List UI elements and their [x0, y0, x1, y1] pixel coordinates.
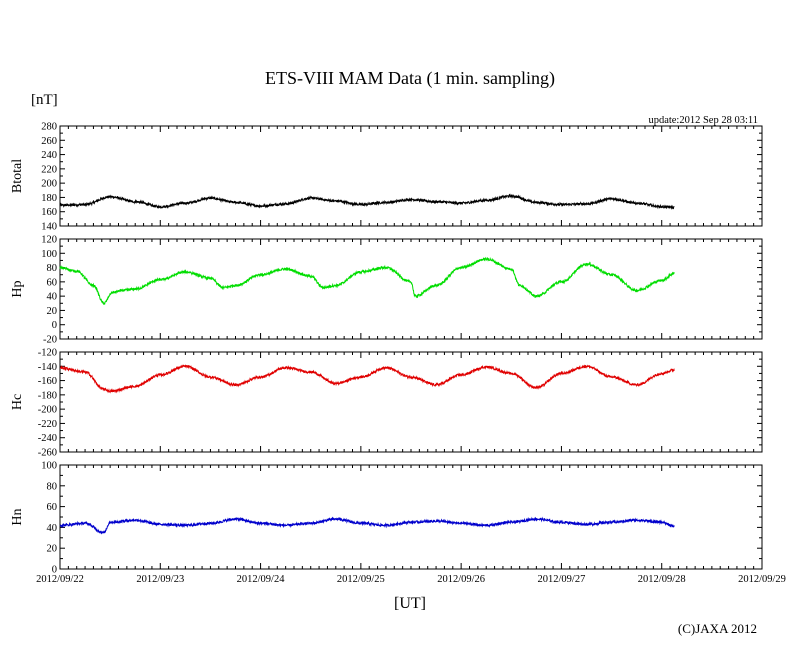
y-tick-label: -20	[43, 335, 57, 346]
y-tick-label: 140	[41, 222, 57, 233]
x-tick-label: 2012/09/25	[337, 574, 385, 585]
x-tick-label: 2012/09/27	[538, 574, 586, 585]
y-axis-label-Hc: Hc	[10, 394, 25, 410]
y-tick-label: 120	[41, 235, 57, 246]
y-tick-label: -120	[38, 348, 57, 359]
y-axis-label-Btotal: Btotal	[10, 159, 25, 193]
panel-frame-Hp	[59, 238, 763, 340]
y-tick-label: 260	[41, 136, 57, 147]
y-tick-label: 60	[47, 502, 58, 513]
y-tick-label: 80	[47, 263, 58, 274]
y-tick-label: 40	[47, 292, 58, 303]
x-tick-label: 2012/09/26	[437, 574, 485, 585]
series-line-Hn	[59, 516, 675, 535]
y-tick-label: 0	[52, 320, 57, 331]
y-tick-label: 240	[41, 150, 57, 161]
y-tick-label: 60	[47, 277, 58, 288]
panel-frame-Btotal	[59, 125, 763, 227]
series-line-Btotal	[59, 193, 675, 210]
y-tick-label: -220	[38, 419, 57, 430]
y-tick-label: -180	[38, 390, 57, 401]
y-tick-label: 200	[41, 179, 57, 190]
panels: 140160180200220240260280Btotal-200204060…	[10, 122, 786, 586]
y-tick-label: 0	[52, 565, 57, 576]
panel-frame-Hn	[59, 464, 763, 570]
update-label: update:2012 Sep 28 03:11	[648, 115, 758, 126]
y-tick-label: 20	[47, 544, 58, 555]
y-tick-label: 40	[47, 523, 58, 534]
y-tick-label: -140	[38, 362, 57, 373]
y-axis-label-Hn: Hn	[10, 508, 25, 525]
x-tick-label: 2012/09/23	[136, 574, 184, 585]
y-tick-label: -240	[38, 433, 57, 444]
y-tick-label: -160	[38, 376, 57, 387]
y-tick-label: 160	[41, 207, 57, 218]
y-tick-label: -200	[38, 405, 57, 416]
y-tick-label: 20	[47, 306, 58, 317]
y-tick-label: 220	[41, 164, 57, 175]
series-line-Hp	[59, 256, 675, 306]
unit-label: [nT]	[31, 92, 58, 108]
y-tick-label: 100	[41, 461, 57, 472]
copyright-label: (C)JAXA 2012	[678, 621, 757, 636]
panel-frame-Hc	[59, 351, 763, 453]
y-tick-label: 180	[41, 193, 57, 204]
series-line-Hc	[59, 364, 675, 394]
x-tick-label: 2012/09/29	[738, 574, 786, 585]
x-tick-label: 2012/09/24	[237, 574, 286, 585]
x-axis-label: [UT]	[394, 595, 426, 612]
y-tick-label: 280	[41, 122, 57, 133]
chart-title: ETS-VIII MAM Data (1 min. sampling)	[265, 68, 555, 89]
x-tick-label: 2012/09/28	[638, 574, 686, 585]
x-tick-label: 2012/09/22	[36, 574, 84, 585]
y-axis-label-Hp: Hp	[10, 280, 25, 297]
y-tick-label: 100	[41, 249, 57, 260]
y-tick-label: 80	[47, 481, 58, 492]
y-tick-label: -260	[38, 448, 57, 459]
